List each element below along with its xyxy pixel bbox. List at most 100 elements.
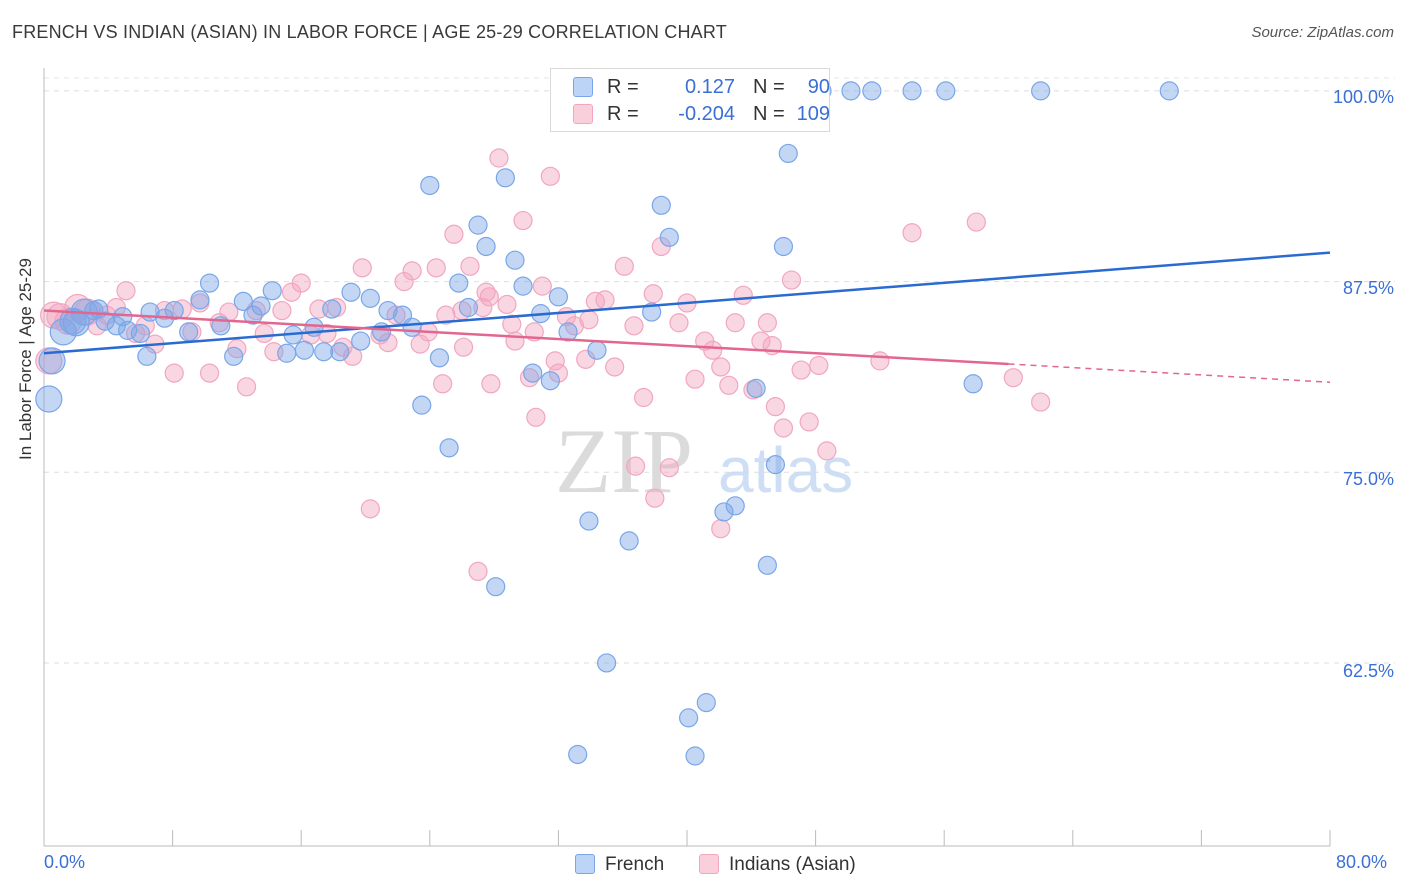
data-point <box>453 337 474 357</box>
stats-legend: R = 0.127 N = 90 R = -0.204 N = 109 <box>550 68 830 132</box>
data-point <box>35 385 63 413</box>
data-point <box>545 351 565 371</box>
data-point <box>1159 81 1179 101</box>
data-point <box>548 287 569 307</box>
data-point <box>781 270 802 290</box>
data-point <box>902 81 922 101</box>
data-point <box>130 323 151 344</box>
y-axis-label: In Labor Force | Age 25-29 <box>16 258 35 460</box>
data-point <box>429 348 450 368</box>
data-point <box>272 300 292 321</box>
y-tick-label: 87.5% <box>1342 278 1394 298</box>
data-point <box>291 273 311 293</box>
french-trend-line <box>43 251 1331 355</box>
data-point <box>642 302 662 322</box>
data-point <box>444 224 464 244</box>
data-point <box>773 418 794 438</box>
legend-item-indian[interactable]: Indians (Asian) <box>699 851 856 879</box>
data-point <box>548 363 569 383</box>
data-point <box>113 307 133 327</box>
data-point <box>595 290 615 310</box>
data-point <box>703 340 723 360</box>
r-value: -0.204 <box>678 103 735 125</box>
data-point <box>651 195 671 215</box>
data-point <box>460 256 480 276</box>
data-point <box>809 355 829 376</box>
data-point <box>360 288 380 308</box>
data-point <box>614 256 634 276</box>
watermark-zip: ZIP <box>555 410 693 512</box>
legend-label: Indians (Asian) <box>729 854 856 875</box>
data-point <box>1031 392 1051 412</box>
y-tick-label: 75.0% <box>1342 469 1394 489</box>
data-point <box>765 397 786 417</box>
data-point <box>746 378 766 398</box>
data-point <box>696 693 716 713</box>
data-point <box>619 531 639 551</box>
data-point <box>481 374 501 394</box>
data-point <box>743 380 763 400</box>
data-point <box>773 236 794 257</box>
data-point <box>402 261 422 281</box>
data-point <box>645 488 665 508</box>
data-point <box>262 281 282 301</box>
data-point <box>164 300 184 321</box>
data-point <box>116 281 136 301</box>
data-point <box>505 331 525 351</box>
data-point <box>579 310 599 330</box>
data-point <box>412 395 432 415</box>
trend-lines <box>43 251 1331 383</box>
data-point <box>473 297 493 318</box>
data-point <box>711 357 731 377</box>
n-value: 90 <box>807 76 830 98</box>
data-point <box>251 296 271 316</box>
data-point <box>360 499 380 519</box>
indian-trend-extension <box>1008 363 1331 383</box>
french-swatch <box>573 77 593 97</box>
data-point <box>277 343 297 363</box>
x-tick-label: 80.0% <box>1336 852 1388 872</box>
y-tick-label: 62.5% <box>1342 661 1394 681</box>
data-point <box>352 258 372 278</box>
data-point <box>505 250 525 270</box>
legend-label: French <box>605 854 665 875</box>
data-point <box>236 377 257 397</box>
data-point <box>199 273 220 293</box>
data-point <box>757 313 777 333</box>
data-point <box>540 371 560 391</box>
data-point <box>902 223 922 243</box>
data-point <box>502 314 522 334</box>
data-point <box>624 316 644 336</box>
data-point <box>733 285 753 305</box>
data-point <box>862 81 882 101</box>
data-point <box>659 227 679 247</box>
data-point <box>294 340 315 360</box>
data-point <box>351 331 371 351</box>
data-point <box>669 313 689 333</box>
data-point <box>966 212 986 232</box>
data-point <box>526 407 546 427</box>
y-tick-label: 100.0% <box>1332 87 1394 107</box>
r-label: R = <box>607 76 639 98</box>
legend-item-french[interactable]: French <box>575 851 664 879</box>
data-point <box>468 215 488 235</box>
data-point <box>254 323 274 344</box>
data-point <box>711 519 731 539</box>
data-point <box>164 363 184 383</box>
data-point <box>479 287 499 307</box>
data-point <box>497 294 517 315</box>
data-point <box>597 653 617 673</box>
data-point <box>936 81 956 101</box>
data-point <box>791 360 811 380</box>
r-value: 0.127 <box>684 76 735 98</box>
data-point <box>579 511 599 531</box>
source-credit: Source: ZipAtlas.com <box>1251 24 1394 41</box>
data-point <box>513 276 533 296</box>
data-point <box>523 363 543 383</box>
data-point <box>449 273 469 293</box>
data-point <box>725 313 745 333</box>
data-point <box>330 342 350 362</box>
data-point <box>719 375 739 395</box>
data-point <box>659 458 679 478</box>
